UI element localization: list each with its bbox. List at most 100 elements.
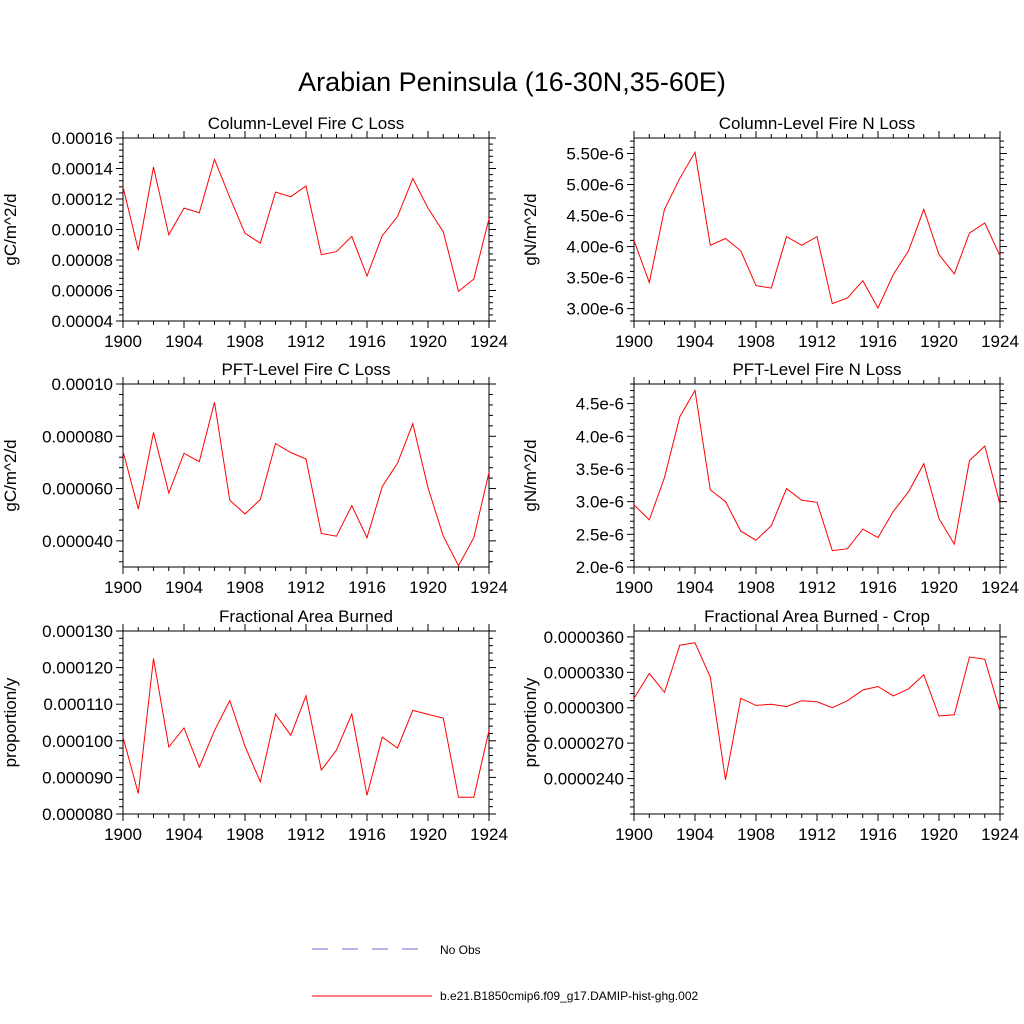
y-tick-label: 0.00010 bbox=[52, 375, 113, 394]
subplot-title: Fractional Area Burned - Crop bbox=[704, 607, 930, 626]
panel-column-fire-c-loss: 1900 1904 1908 1912 1916 1920 1924 0.00004 0.000… bbox=[1, 114, 508, 351]
y-tick-label: 4.00e-6 bbox=[566, 238, 624, 257]
y-tick-label: 0.00006 bbox=[52, 282, 113, 301]
plot-frame bbox=[633, 630, 1001, 815]
x-tick-label: 1908 bbox=[226, 578, 264, 597]
x-tick-label: 1908 bbox=[226, 332, 264, 351]
y-tick-label: 0.00012 bbox=[52, 190, 113, 209]
x-tick-label: 1904 bbox=[165, 825, 203, 844]
x-tick-label: 1916 bbox=[348, 332, 386, 351]
x-tick-label: 1912 bbox=[287, 578, 325, 597]
y-tick-label: 0.0000360 bbox=[544, 628, 624, 647]
x-tick-label: 1904 bbox=[676, 332, 714, 351]
x-tick-label: 1908 bbox=[737, 825, 775, 844]
legend-run-label: b.e21.B1850cmip6.f09_g17.DAMIP-hist-ghg.… bbox=[440, 989, 698, 1003]
y-axis-label: gN/m^2/d bbox=[521, 193, 540, 265]
series-line bbox=[633, 389, 1001, 552]
subplot-title: PFT-Level Fire C Loss bbox=[221, 360, 390, 379]
panel-fractional-area-burned: 1900 1904 1908 1912 1916 1920 1924 0.000080 0.00… bbox=[1, 607, 508, 844]
y-axis-label: gC/m^2/d bbox=[1, 439, 20, 511]
y-tick-label: 0.00016 bbox=[52, 129, 113, 148]
subplot-title: Fractional Area Burned bbox=[219, 607, 393, 626]
plot-frame bbox=[122, 630, 490, 815]
legend: No Obs b.e21.B1850cmip6.f09_g17.DAMIP-hi… bbox=[312, 943, 698, 1003]
x-tick-label: 1920 bbox=[920, 578, 958, 597]
plot-frame bbox=[633, 383, 1001, 568]
subplot-title: Column-Level Fire N Loss bbox=[719, 114, 916, 133]
y-tick-label: 3.50e-6 bbox=[566, 269, 624, 288]
y-tick-label: 0.000080 bbox=[42, 427, 113, 446]
x-tick-label: 1916 bbox=[859, 825, 897, 844]
y-tick-label: 0.0000270 bbox=[544, 734, 624, 753]
x-tick-label: 1912 bbox=[798, 332, 836, 351]
y-tick-label: 0.0000300 bbox=[544, 699, 624, 718]
plot-frame bbox=[122, 383, 490, 568]
y-tick-label: 0.00004 bbox=[52, 312, 113, 331]
y-tick-label: 0.0000330 bbox=[544, 663, 624, 682]
x-tick-label: 1920 bbox=[920, 825, 958, 844]
y-tick-label: 5.50e-6 bbox=[566, 145, 624, 164]
subplot-title: PFT-Level Fire N Loss bbox=[732, 360, 901, 379]
x-tick-label: 1912 bbox=[287, 825, 325, 844]
y-axis-label: gC/m^2/d bbox=[1, 193, 20, 265]
subplot-title: Column-Level Fire C Loss bbox=[208, 114, 405, 133]
y-tick-label: 4.5e-6 bbox=[576, 395, 624, 414]
y-tick-label: 2.5e-6 bbox=[576, 525, 624, 544]
series-line bbox=[633, 150, 1001, 310]
y-tick-label: 3.5e-6 bbox=[576, 460, 624, 479]
y-tick-label: 0.000100 bbox=[42, 732, 113, 751]
x-tick-label: 1912 bbox=[798, 825, 836, 844]
x-tick-label: 1916 bbox=[348, 578, 386, 597]
legend-no-obs-label: No Obs bbox=[440, 943, 481, 957]
x-tick-label: 1924 bbox=[981, 825, 1019, 844]
y-axis-label: proportion/y bbox=[1, 677, 20, 767]
x-tick-label: 1920 bbox=[920, 332, 958, 351]
x-tick-label: 1900 bbox=[615, 332, 653, 351]
y-tick-label: 4.0e-6 bbox=[576, 427, 624, 446]
y-tick-label: 2.0e-6 bbox=[576, 558, 624, 577]
y-tick-label: 0.00010 bbox=[52, 221, 113, 240]
x-tick-label: 1900 bbox=[104, 332, 142, 351]
y-tick-label: 4.50e-6 bbox=[566, 207, 624, 226]
x-tick-label: 1908 bbox=[737, 332, 775, 351]
x-tick-label: 1920 bbox=[409, 825, 447, 844]
plot-frame bbox=[122, 137, 490, 322]
y-axis-label: proportion/y bbox=[521, 677, 540, 767]
x-tick-label: 1904 bbox=[165, 578, 203, 597]
x-tick-label: 1916 bbox=[859, 578, 897, 597]
x-tick-label: 1900 bbox=[104, 825, 142, 844]
x-tick-label: 1904 bbox=[676, 578, 714, 597]
x-tick-label: 1900 bbox=[104, 578, 142, 597]
x-tick-label: 1916 bbox=[859, 332, 897, 351]
panel-pft-fire-n-loss: 1900 1904 1908 1912 1916 1920 1924 2.0e-6 2.5e-6… bbox=[521, 360, 1019, 597]
panel-pft-fire-c-loss: 1900 1904 1908 1912 1916 1920 1924 0.000040 0.00… bbox=[1, 360, 508, 597]
panel-fractional-area-burned-crop: 1900 1904 1908 1912 1916 1920 1924 0.0000240 0.0… bbox=[521, 607, 1019, 844]
x-tick-label: 1904 bbox=[165, 332, 203, 351]
x-tick-label: 1924 bbox=[470, 332, 508, 351]
x-tick-label: 1912 bbox=[287, 332, 325, 351]
x-tick-label: 1924 bbox=[981, 332, 1019, 351]
x-tick-label: 1924 bbox=[470, 578, 508, 597]
x-tick-label: 1900 bbox=[615, 578, 653, 597]
y-tick-label: 3.00e-6 bbox=[566, 300, 624, 319]
y-tick-label: 0.000110 bbox=[43, 695, 113, 714]
y-tick-label: 0.000060 bbox=[42, 480, 113, 499]
figure-title: Arabian Peninsula (16-30N,35-60E) bbox=[298, 67, 726, 97]
y-axis-label: gN/m^2/d bbox=[521, 439, 540, 511]
x-tick-label: 1900 bbox=[615, 825, 653, 844]
series-line bbox=[633, 642, 1001, 780]
x-tick-label: 1924 bbox=[470, 825, 508, 844]
series-line bbox=[122, 402, 490, 567]
y-tick-label: 0.000040 bbox=[42, 532, 113, 551]
y-tick-label: 0.00014 bbox=[52, 160, 113, 179]
x-tick-label: 1924 bbox=[981, 578, 1019, 597]
x-tick-label: 1908 bbox=[226, 825, 264, 844]
x-tick-label: 1916 bbox=[348, 825, 386, 844]
y-tick-label: 0.0000240 bbox=[544, 770, 624, 789]
y-tick-label: 0.000090 bbox=[42, 768, 113, 787]
x-tick-label: 1912 bbox=[798, 578, 836, 597]
series-line bbox=[122, 658, 490, 798]
y-tick-label: 3.0e-6 bbox=[576, 493, 624, 512]
x-tick-label: 1920 bbox=[409, 578, 447, 597]
